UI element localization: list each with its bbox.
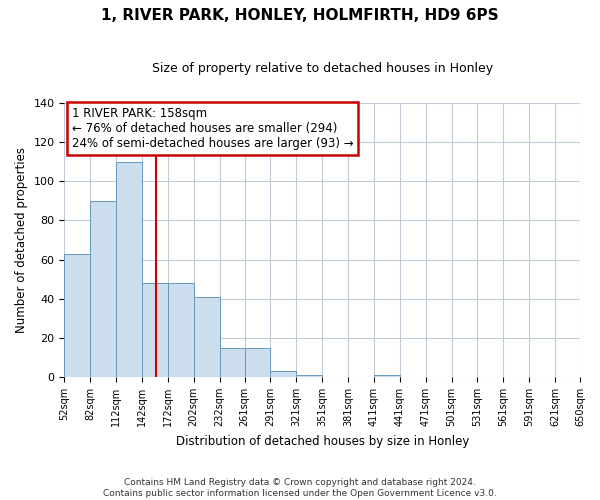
Bar — [245, 348, 271, 377]
Y-axis label: Number of detached properties: Number of detached properties — [15, 147, 28, 333]
Bar — [296, 375, 322, 377]
Bar — [168, 283, 194, 377]
Bar — [374, 375, 400, 377]
Text: 1 RIVER PARK: 158sqm
← 76% of detached houses are smaller (294)
24% of semi-deta: 1 RIVER PARK: 158sqm ← 76% of detached h… — [72, 107, 354, 150]
Bar — [142, 283, 168, 377]
X-axis label: Distribution of detached houses by size in Honley: Distribution of detached houses by size … — [176, 434, 469, 448]
Title: Size of property relative to detached houses in Honley: Size of property relative to detached ho… — [152, 62, 493, 76]
Bar — [194, 297, 220, 377]
Text: Contains HM Land Registry data © Crown copyright and database right 2024.
Contai: Contains HM Land Registry data © Crown c… — [103, 478, 497, 498]
Bar — [271, 371, 296, 377]
Bar — [90, 201, 116, 377]
Bar — [64, 254, 90, 377]
Bar — [116, 162, 142, 377]
Bar — [220, 348, 245, 377]
Text: 1, RIVER PARK, HONLEY, HOLMFIRTH, HD9 6PS: 1, RIVER PARK, HONLEY, HOLMFIRTH, HD9 6P… — [101, 8, 499, 22]
